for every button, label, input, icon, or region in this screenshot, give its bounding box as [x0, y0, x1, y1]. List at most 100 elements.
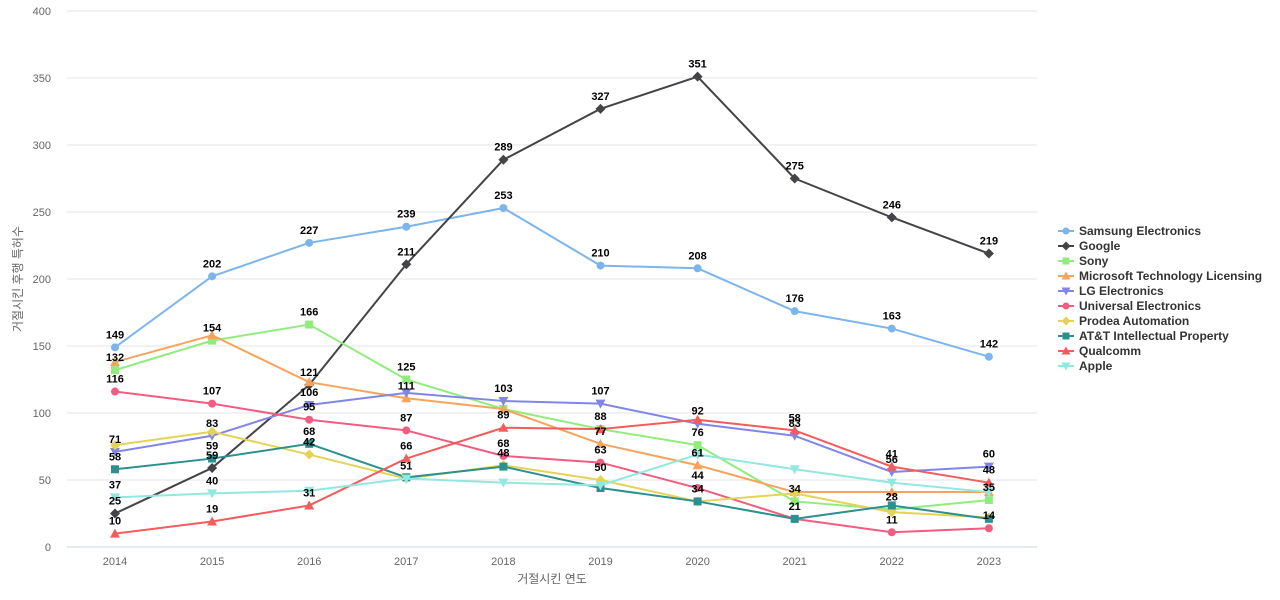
data-point: [110, 493, 120, 503]
data-point: [789, 425, 800, 435]
data-label: 42: [303, 437, 315, 449]
legend-label: Samsung Electronics: [1079, 224, 1201, 238]
legend-item-qualcomm[interactable]: Qualcomm: [1058, 344, 1141, 358]
legend-item-sony[interactable]: Sony: [1058, 254, 1109, 268]
data-point: [304, 377, 315, 387]
data-label: 34: [789, 483, 802, 495]
x-tick-label: 2015: [200, 556, 224, 568]
data-label: 89: [497, 410, 509, 422]
legend-symbol: [1061, 362, 1071, 371]
data-label: 68: [497, 438, 509, 450]
data-point: [401, 453, 412, 463]
data-label: 154: [203, 323, 222, 335]
data-point: [887, 324, 896, 333]
y-tick-label: 150: [33, 341, 51, 353]
data-point: [499, 203, 508, 212]
data-label: 77: [594, 426, 606, 438]
data-point: [886, 212, 897, 223]
legend-label: Universal Electronics: [1079, 299, 1201, 313]
series-line: [114, 442, 990, 520]
legend-label: Sony: [1079, 254, 1109, 268]
data-label: 253: [494, 190, 512, 202]
data-point: [692, 71, 703, 82]
data-point: [207, 516, 218, 526]
x-tick-label: 2017: [394, 556, 418, 568]
data-label: 37: [109, 479, 121, 491]
legend-item-google[interactable]: Google: [1058, 239, 1121, 253]
data-point: [499, 451, 508, 460]
data-point: [595, 481, 606, 491]
data-label: 66: [400, 441, 412, 453]
data-point: [208, 399, 217, 408]
data-point: [401, 259, 412, 270]
data-label: 71: [109, 434, 121, 446]
data-label: 132: [106, 352, 124, 364]
data-point: [790, 497, 799, 506]
legend-item-samsung-electronics[interactable]: Samsung Electronics: [1058, 224, 1201, 238]
data-label: 68: [303, 426, 315, 438]
legend-symbol: [1061, 287, 1071, 296]
legend-item-prodea-automation[interactable]: Prodea Automation: [1058, 314, 1189, 328]
data-point: [887, 528, 896, 537]
x-tick-label: 2018: [491, 556, 515, 568]
data-label: 275: [786, 161, 804, 173]
y-tick-label: 300: [33, 140, 51, 152]
series-line: [114, 334, 989, 494]
data-point: [402, 426, 411, 435]
data-point: [595, 399, 606, 409]
data-point: [790, 514, 799, 523]
data-point: [208, 336, 217, 345]
legend-item-lg-electronics[interactable]: LG Electronics: [1058, 284, 1164, 298]
series-line: [114, 453, 989, 499]
data-point: [983, 477, 994, 487]
legend-item-universal-electronics[interactable]: Universal Electronics: [1058, 299, 1201, 313]
x-tick-label: 2019: [588, 556, 612, 568]
data-label: 327: [591, 91, 609, 103]
data-label: 289: [494, 142, 512, 154]
legend-item-apple[interactable]: Apple: [1058, 359, 1113, 373]
data-point: [402, 375, 411, 384]
data-point: [887, 501, 896, 510]
data-point: [498, 396, 509, 406]
data-point: [789, 488, 800, 499]
legend-item-at-t-intellectual-property[interactable]: AT&T Intellectual Property: [1058, 329, 1229, 343]
data-label: 125: [397, 362, 415, 374]
data-label: 59: [206, 450, 218, 462]
data-point: [595, 424, 606, 434]
data-label: 41: [886, 449, 898, 461]
y-tick-label: 50: [39, 475, 51, 487]
data-label: 88: [594, 411, 606, 423]
data-label: 166: [300, 307, 318, 319]
data-label: 34: [691, 483, 704, 495]
legend-symbol: [1061, 316, 1071, 326]
data-point: [402, 222, 411, 231]
data-point: [207, 462, 218, 473]
series-lg-electronics: [110, 388, 994, 477]
data-point: [304, 486, 315, 496]
data-label: 239: [397, 209, 415, 221]
data-label: 163: [883, 311, 901, 323]
data-label: 83: [206, 418, 218, 430]
data-point: [790, 307, 799, 316]
legend-symbol: [1061, 346, 1071, 355]
data-point: [208, 272, 217, 281]
data-point: [693, 484, 702, 493]
data-point: [304, 400, 315, 410]
data-point: [305, 415, 314, 424]
data-point: [886, 487, 897, 497]
data-label: 61: [691, 447, 703, 459]
legend-item-microsoft-technology-licensing[interactable]: Microsoft Technology Licensing: [1058, 269, 1262, 283]
data-point: [401, 474, 412, 484]
data-label: 87: [400, 412, 412, 424]
series-microsoft-technology-licensing: [110, 330, 994, 497]
data-point: [983, 462, 994, 472]
series-qualcomm: [110, 414, 994, 538]
series-google: [110, 71, 994, 519]
data-label: 21: [789, 501, 801, 513]
data-point: [499, 462, 508, 471]
data-point: [886, 507, 897, 518]
x-axis-ticks: 2014 2015 2016 2017 2018 2019 2020 2021 2022 2023: [103, 556, 1001, 568]
data-label: 176: [786, 293, 804, 305]
data-label: 227: [300, 225, 318, 237]
